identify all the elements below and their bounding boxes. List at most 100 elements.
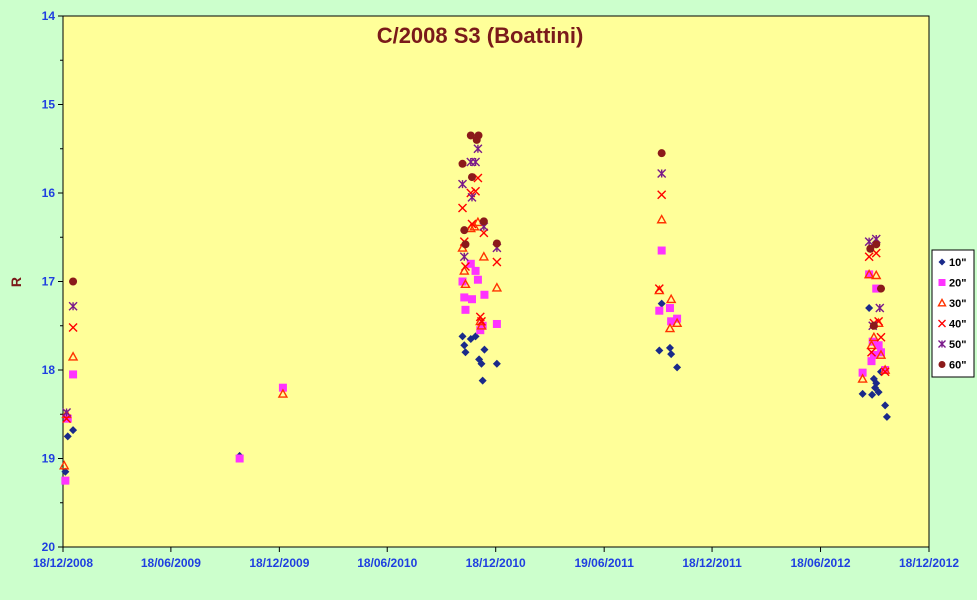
data-point <box>665 304 674 313</box>
data-point <box>69 370 78 379</box>
data-point <box>466 131 475 140</box>
data-point <box>858 389 867 398</box>
chart-title: C/2008 S3 (Boattini) <box>377 23 584 48</box>
data-point <box>458 203 468 213</box>
data-point <box>876 332 886 342</box>
data-point <box>865 304 874 313</box>
y-tick-label: 20 <box>42 540 56 554</box>
y-tick-label: 18 <box>42 363 56 377</box>
data-point <box>868 390 877 399</box>
x-tick-label: 18/06/2009 <box>141 556 201 570</box>
data-point <box>469 221 480 231</box>
data-point <box>458 159 467 168</box>
data-point <box>492 257 502 267</box>
plot-area <box>62 15 930 548</box>
data-point <box>876 284 885 293</box>
data-point <box>460 341 469 350</box>
data-point <box>69 277 78 286</box>
data-point <box>461 348 470 357</box>
data-point <box>68 301 78 311</box>
data-point <box>61 467 70 476</box>
data-point <box>476 320 487 330</box>
data-point <box>874 388 883 397</box>
y-tick-label: 17 <box>42 275 56 289</box>
data-point <box>875 303 885 313</box>
data-point <box>882 412 891 421</box>
data-point <box>667 317 676 326</box>
data-point <box>62 407 72 417</box>
x-axis: 18/12/2008 18/06/2009 18/12/2009 18/06/2010… <box>33 547 959 570</box>
data-point <box>467 192 477 202</box>
data-point <box>872 379 881 388</box>
x-tick-label: 18/12/2011 <box>682 556 742 570</box>
legend-label: 30" <box>949 298 966 310</box>
data-point <box>480 290 489 299</box>
data-point <box>880 367 890 377</box>
y-axis: 14 15 16 17 18 19 20 <box>42 9 63 554</box>
data-point <box>492 239 501 248</box>
data-point <box>657 246 666 255</box>
data-point <box>864 252 874 262</box>
data-point <box>277 388 289 398</box>
data-point <box>657 190 667 200</box>
data-point <box>63 432 72 441</box>
data-point <box>864 237 874 247</box>
data-point <box>58 460 70 470</box>
legend: 10" 20" 30" 40" 50" 60" <box>931 249 975 378</box>
legend-box <box>931 249 975 378</box>
legend-marker <box>937 298 947 307</box>
data-point <box>654 284 664 294</box>
data-point <box>476 316 486 326</box>
y-tick-label: 19 <box>42 452 56 466</box>
data-point <box>61 476 70 485</box>
data-point <box>867 347 876 357</box>
data-point <box>863 268 875 279</box>
data-point <box>866 244 875 253</box>
data-point <box>471 186 481 196</box>
data-points <box>58 131 891 485</box>
data-point <box>478 321 487 330</box>
x-tick-label: 18/12/2008 <box>33 556 93 570</box>
data-point <box>875 349 887 359</box>
data-point <box>881 401 890 410</box>
data-point <box>871 269 882 280</box>
data-point <box>874 341 883 350</box>
y-axis-label: R <box>8 277 24 287</box>
data-point <box>478 376 487 385</box>
data-point <box>476 326 485 335</box>
y-tick-label: 15 <box>42 98 56 112</box>
data-point <box>492 359 501 368</box>
data-point <box>278 383 287 392</box>
data-point <box>460 278 471 289</box>
data-point <box>471 157 481 167</box>
x-tick-label: 18/06/2012 <box>790 556 850 570</box>
data-point <box>657 169 667 179</box>
data-point <box>460 293 469 302</box>
y-tick-label: 14 <box>42 9 56 23</box>
data-point <box>655 306 664 315</box>
x-tick-label: 18/12/2009 <box>249 556 309 570</box>
data-point <box>460 226 469 235</box>
data-point <box>673 363 682 372</box>
data-point <box>69 426 78 435</box>
legend-label: 20" <box>949 278 966 290</box>
y-tick-label: 16 <box>42 186 56 200</box>
data-point <box>881 366 890 374</box>
x-tick-label: 18/12/2010 <box>466 556 526 570</box>
data-point <box>858 368 867 377</box>
x-tick-label: 18/12/2012 <box>899 556 959 570</box>
data-point <box>473 275 482 284</box>
data-point <box>657 299 666 308</box>
legend-marker <box>938 340 946 348</box>
data-point <box>67 351 79 361</box>
legend-label: 50" <box>949 339 966 351</box>
data-point <box>857 373 868 383</box>
x-tick-label: 18/06/2010 <box>357 556 417 570</box>
data-point <box>492 319 501 328</box>
series-1 <box>61 299 891 476</box>
legend-marker <box>938 258 946 266</box>
data-point <box>471 332 480 341</box>
data-point <box>664 322 676 333</box>
legend-marker <box>938 361 946 368</box>
data-point <box>665 343 674 352</box>
